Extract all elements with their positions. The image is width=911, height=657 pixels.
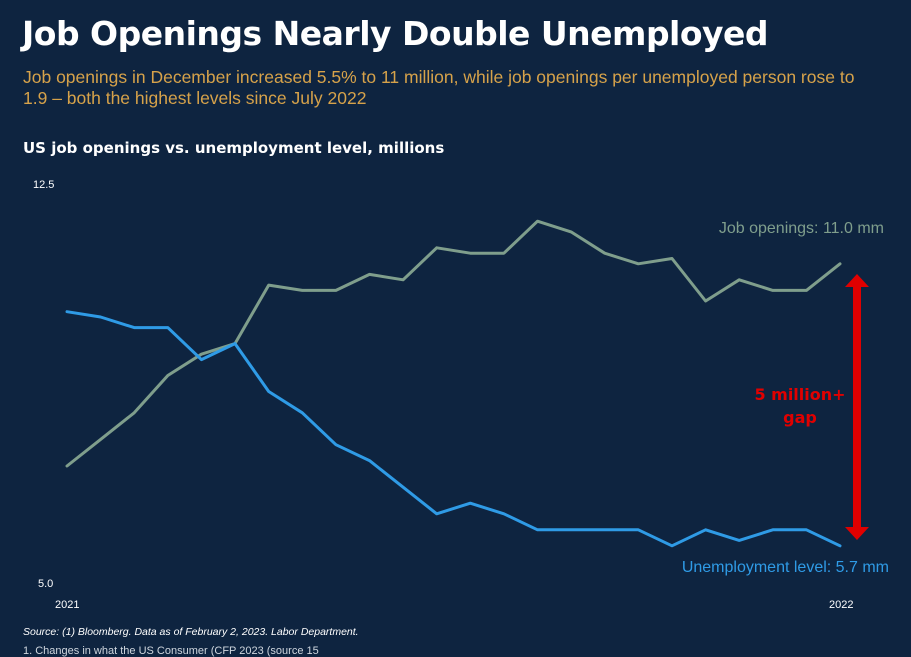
chart-title-main: Job Openings Nearly Double Unemployed bbox=[22, 14, 769, 53]
job-openings-label: Job openings: 11.0 mm bbox=[719, 220, 884, 237]
y-tick-label-bottom: 5.0 bbox=[38, 578, 53, 590]
chart-subtitle: Job openings in December increased 5.5% … bbox=[23, 67, 855, 108]
job-openings-line bbox=[65, 219, 842, 468]
gap-annotation-line1: 5 million+ bbox=[754, 385, 845, 404]
y-tick-label-top: 12.5 bbox=[33, 179, 54, 191]
series-layer bbox=[65, 219, 842, 548]
unemployment-label: Unemployment level: 5.7 mm bbox=[682, 559, 889, 576]
x-tick-label-end: 2022 bbox=[829, 599, 853, 611]
chart-axis-title: US job openings vs. unemployment level, … bbox=[23, 139, 445, 157]
unemployment-line bbox=[65, 310, 842, 548]
source-note: Source: (1) Bloomberg. Data as of Februa… bbox=[23, 626, 359, 638]
footer-note: 1. Changes in what the US Consumer (CFP … bbox=[23, 645, 319, 657]
gap-annotation-line2: gap bbox=[783, 408, 817, 427]
line-chart: 12.5 5.0 2021 2022 Job openings: 11.0 mm… bbox=[33, 179, 889, 611]
gap-arrow bbox=[845, 274, 869, 540]
x-tick-label-start: 2021 bbox=[55, 599, 79, 611]
